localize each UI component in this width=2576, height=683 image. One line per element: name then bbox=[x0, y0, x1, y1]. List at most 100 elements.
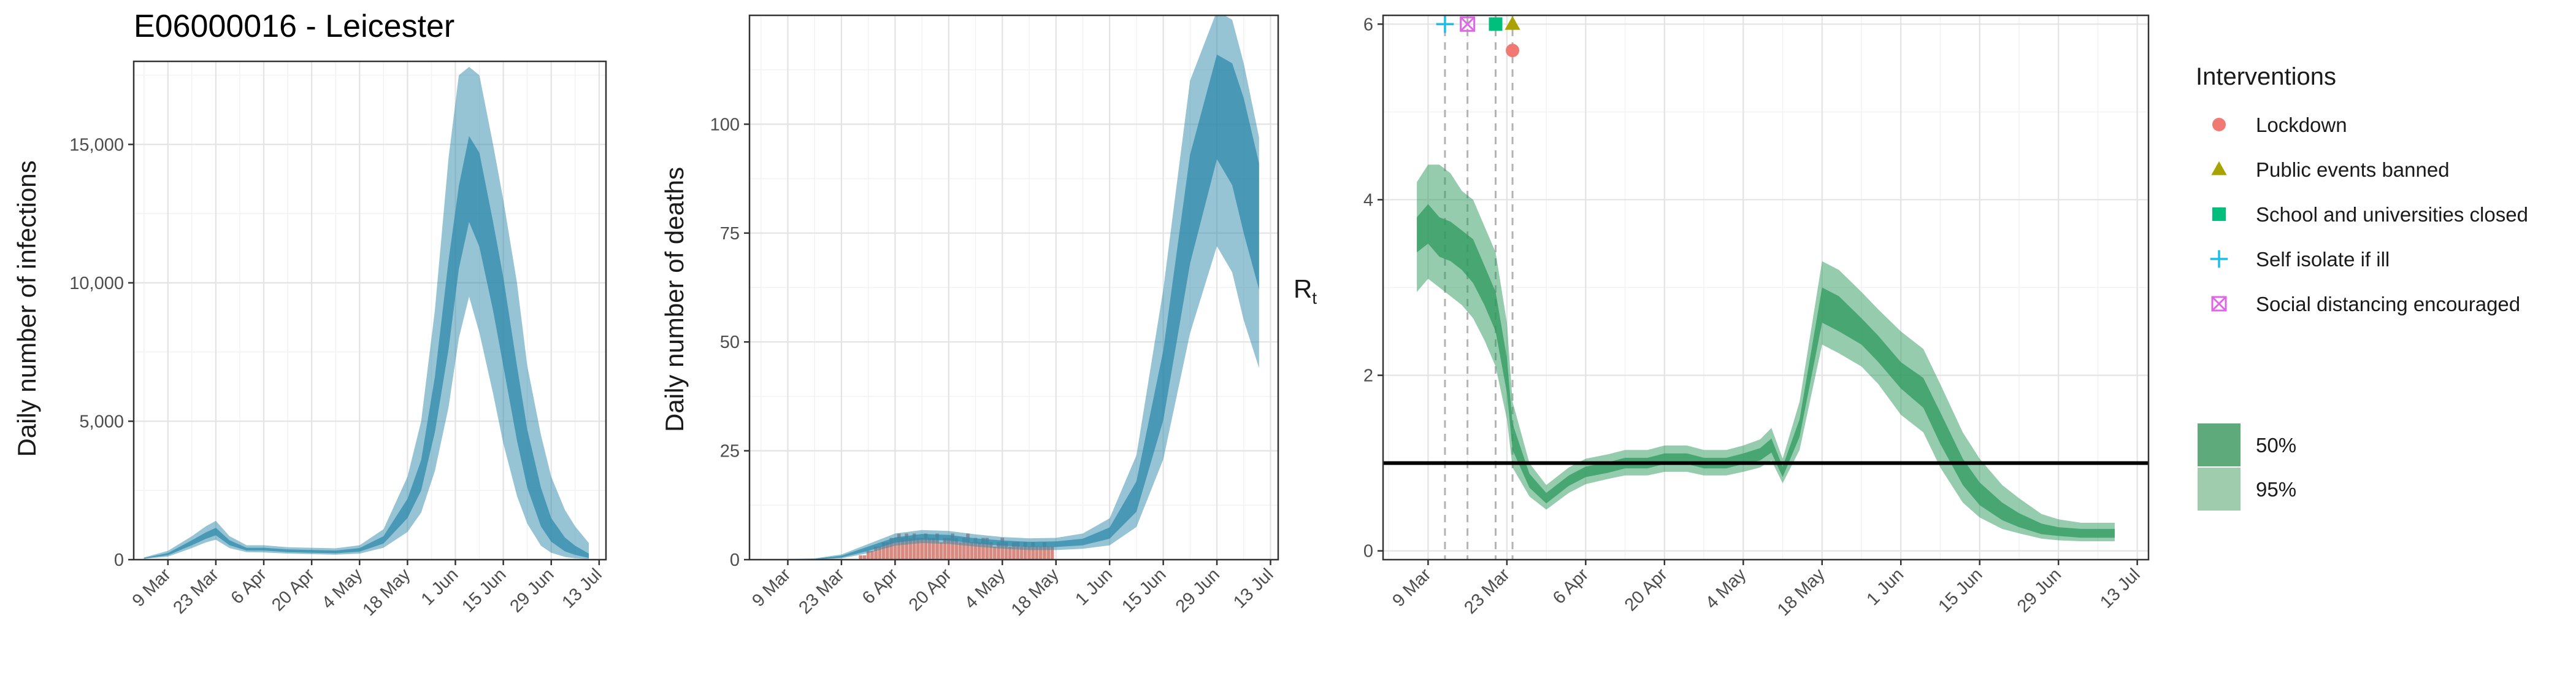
observed-deaths-bar bbox=[939, 542, 943, 560]
y-tick-label: 2 bbox=[1363, 366, 1373, 386]
legend-label: 50% bbox=[2256, 434, 2296, 457]
observed-deaths-bar bbox=[977, 542, 981, 560]
observed-deaths-bar bbox=[874, 546, 878, 560]
legend-marker-boxx bbox=[2211, 296, 2227, 312]
observed-deaths-bar bbox=[1046, 546, 1051, 560]
interval-swatch bbox=[2198, 468, 2241, 511]
ci50-band bbox=[761, 54, 1259, 560]
rt-y-axis-title-subscript: t bbox=[1312, 288, 1317, 307]
plot-border bbox=[132, 60, 607, 561]
y-axis: 0 25 50 75 100 bbox=[710, 115, 749, 570]
observed-deaths-bar bbox=[951, 533, 954, 560]
intervention-marker bbox=[1505, 16, 1520, 30]
y-tick-label: 5,000 bbox=[79, 412, 124, 431]
legend-label: Lockdown bbox=[2256, 114, 2347, 136]
observed-deaths-bar bbox=[916, 538, 920, 560]
legend-label: Self isolate if ill bbox=[2256, 248, 2390, 271]
observed-deaths-bar bbox=[985, 538, 989, 560]
observed-deaths-bar bbox=[954, 538, 959, 560]
y-tick-label: 0 bbox=[730, 550, 740, 570]
observed-deaths-bar bbox=[866, 550, 870, 560]
ci50-band bbox=[144, 136, 589, 559]
observed-deaths-bar bbox=[908, 538, 913, 560]
observed-deaths-bar bbox=[870, 550, 874, 560]
y-tick-label: 10,000 bbox=[69, 274, 124, 293]
interventions-legend-title: Interventions bbox=[2196, 63, 2336, 90]
grid-lines bbox=[749, 15, 1278, 561]
y-tick-label: 6 bbox=[1363, 15, 1373, 34]
interventions-legend-item: Social distancing encouraged bbox=[2211, 293, 2520, 315]
y-axis: 0 5,000 10,000 15,000 bbox=[69, 135, 134, 570]
legend-marker-circle bbox=[2212, 118, 2226, 131]
y-tick-label: 50 bbox=[720, 333, 740, 352]
infections-panel: E06000016 - Leicester Daily number of in… bbox=[12, 9, 607, 620]
ci95-band bbox=[761, 15, 1259, 560]
interventions-legend-item: School and universities closed bbox=[2212, 203, 2528, 226]
legend-marker-plus bbox=[2210, 250, 2228, 268]
observed-deaths-bar bbox=[886, 542, 889, 560]
interval-legend-item: 95% bbox=[2198, 468, 2296, 511]
observed-deaths-bar bbox=[1038, 546, 1043, 560]
observed-deaths-bar bbox=[962, 538, 966, 560]
interventions-legend-item: Public events banned bbox=[2211, 158, 2450, 181]
observed-deaths-bar bbox=[1019, 546, 1024, 560]
intervention-marker bbox=[1436, 15, 1454, 33]
plot-content bbox=[144, 67, 589, 560]
observed-deaths-bar bbox=[966, 533, 970, 560]
observed-deaths-bar bbox=[924, 533, 928, 560]
observed-deaths-bar bbox=[1031, 542, 1035, 560]
legend-marker-boxx-box bbox=[2211, 296, 2227, 312]
observed-deaths-bar bbox=[1004, 542, 1008, 560]
observed-deaths-bar bbox=[970, 542, 974, 560]
observed-deaths-bar bbox=[862, 555, 867, 560]
observed-deaths-bar bbox=[958, 542, 962, 560]
observed-deaths-bar bbox=[881, 542, 886, 560]
observed-deaths-bar bbox=[889, 538, 893, 560]
y-tick-label: 0 bbox=[1363, 542, 1373, 561]
observed-deaths-bar bbox=[1027, 546, 1031, 560]
observed-deaths-bar bbox=[992, 546, 997, 560]
rt-y-axis-title: Rt bbox=[1294, 274, 1317, 307]
observed-deaths-bar bbox=[973, 538, 978, 560]
interventions-legend-item: Lockdown bbox=[2212, 114, 2347, 136]
intervention-marker bbox=[1506, 44, 1520, 58]
observed-deaths-bar bbox=[947, 538, 951, 560]
observed-deaths-bar bbox=[1035, 546, 1039, 560]
plot-border bbox=[748, 14, 1279, 561]
ci95-band bbox=[1417, 164, 2115, 541]
observed-deaths-bar bbox=[893, 538, 897, 560]
observed-deaths-bar bbox=[1016, 542, 1020, 560]
observed-deaths-bar bbox=[901, 538, 905, 560]
interval-swatch bbox=[2198, 423, 2241, 466]
legend-label: School and universities closed bbox=[2256, 203, 2528, 226]
observed-deaths-bar bbox=[912, 533, 916, 560]
intervention-marker bbox=[1460, 16, 1476, 32]
observed-deaths-bar bbox=[905, 533, 908, 560]
observed-deaths-bar bbox=[932, 538, 935, 560]
y-tick-label: 4 bbox=[1363, 190, 1373, 210]
observed-deaths-bar bbox=[981, 538, 985, 560]
observed-deaths-bar bbox=[997, 542, 1000, 560]
legend: Interventions Lockdown Public events bann… bbox=[2196, 63, 2528, 511]
legend-label: Public events banned bbox=[2256, 158, 2450, 181]
observed-deaths-bar bbox=[935, 533, 939, 560]
legend-marker-square bbox=[2212, 207, 2226, 221]
y-tick-label: 75 bbox=[720, 224, 740, 244]
y-axis: 0 2 4 6 bbox=[1363, 15, 1383, 561]
intervention-marker bbox=[1489, 17, 1503, 31]
infections-y-axis-title: Daily number of infections bbox=[12, 160, 41, 457]
legend-marker-triangle bbox=[2211, 161, 2227, 176]
deaths-y-axis-title: Daily number of deaths bbox=[660, 167, 689, 432]
observed-deaths-bar bbox=[1050, 546, 1054, 560]
y-tick-label: 0 bbox=[114, 550, 124, 570]
observed-deaths-bar bbox=[927, 538, 932, 560]
rt-y-axis-title-main: R bbox=[1294, 274, 1312, 303]
observed-deaths-bar bbox=[1043, 542, 1046, 560]
legend-label: Social distancing encouraged bbox=[2256, 293, 2520, 315]
